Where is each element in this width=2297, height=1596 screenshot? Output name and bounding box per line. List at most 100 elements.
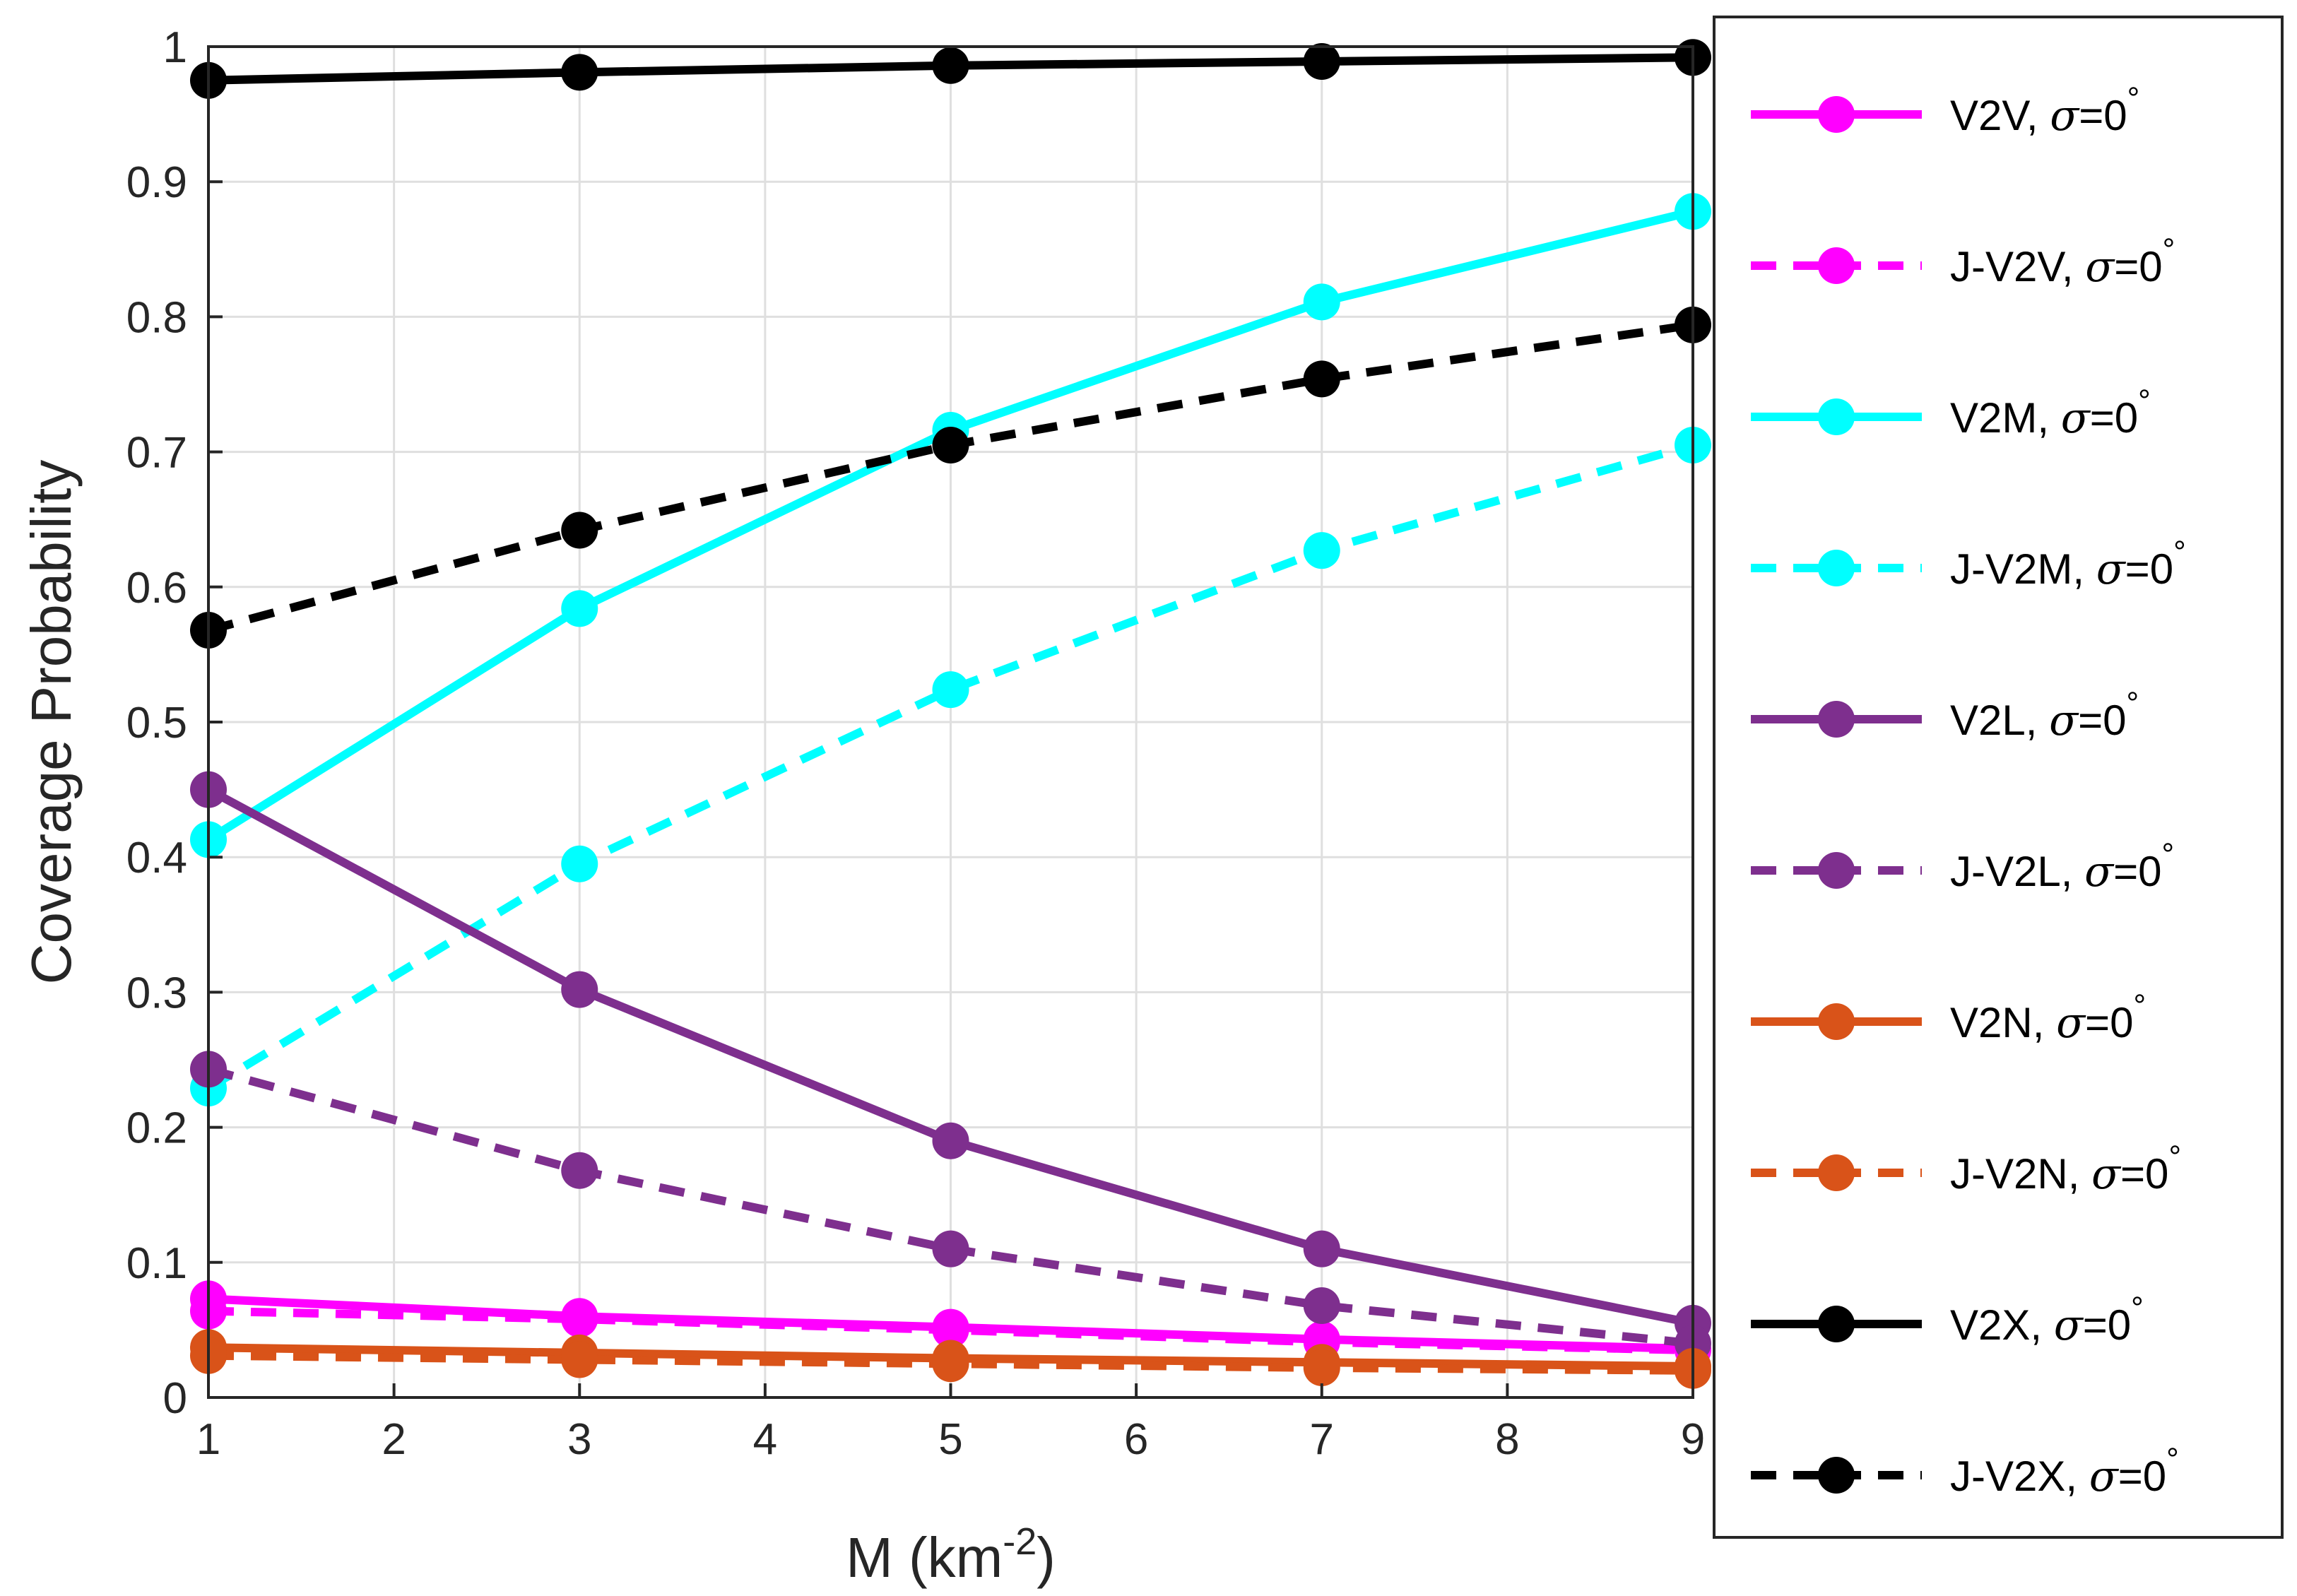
legend-entry: V2N, σ=0° [1751, 988, 2146, 1048]
legend-entry: V2X, σ=0° [1751, 1291, 2144, 1350]
legend-series-name: V2X [1950, 1301, 2030, 1349]
y-tick-label: 0.7 [126, 429, 187, 478]
legend-separator: , [2026, 92, 2050, 139]
series-j-v2x [190, 306, 1711, 649]
legend-series-name: J-V2N [1950, 1150, 2068, 1198]
legend-degree: ° [2161, 837, 2174, 872]
legend-entry: V2L, σ=0° [1751, 686, 2139, 745]
x-axis-title-superscript: -2 [1003, 1520, 1037, 1563]
x-tick-label: 3 [567, 1415, 591, 1464]
legend-degree: ° [2163, 232, 2175, 267]
x-tick-label: 9 [1681, 1415, 1705, 1464]
legend-sigma: σ [2096, 545, 2127, 594]
data-point [932, 1311, 969, 1349]
legend-degree: ° [2166, 1442, 2179, 1477]
legend-series-name: J-V2L [1950, 848, 2061, 895]
legend-marker [1818, 96, 1855, 133]
x-axis-title-suffix: ) [1037, 1526, 1056, 1589]
legend-separator: , [2062, 243, 2085, 290]
legend-sigma: σ [2056, 998, 2086, 1048]
legend-separator: , [2061, 848, 2084, 895]
legend-separator: , [2068, 1150, 2091, 1198]
data-point [932, 1230, 969, 1267]
data-point [1303, 1230, 1340, 1267]
legend-sigma-value: =0 [2078, 697, 2126, 744]
legend-marker [1818, 247, 1855, 284]
legend-separator: , [2033, 999, 2056, 1046]
y-tick-label: 0.9 [126, 158, 187, 207]
legend-series-name: J-V2V [1950, 243, 2065, 290]
y-axis-title: Coverage Probability [20, 460, 83, 985]
legend-series-name: J-V2X [1950, 1453, 2065, 1500]
legend-marker [1818, 1306, 1855, 1342]
legend-entry: V2M, σ=0° [1751, 384, 2151, 443]
legend-box [1713, 16, 2284, 1539]
legend-label: J-V2X, σ=0° [1950, 1442, 2179, 1501]
x-tick-label: 8 [1495, 1415, 1519, 1464]
legend-label: J-V2V, σ=0° [1950, 232, 2175, 292]
legend-marker [1818, 550, 1855, 586]
legend-separator: , [2030, 1301, 2053, 1349]
legend-degree: ° [2168, 1140, 2181, 1174]
x-axis-title: M (km-2) [846, 1520, 1056, 1589]
legend-degree: ° [2127, 81, 2140, 116]
legend-entry: J-V2N, σ=0° [1751, 1140, 2181, 1199]
data-point [561, 971, 598, 1008]
legend-marker [1818, 701, 1855, 738]
legend-sigma: σ [2085, 242, 2115, 292]
y-tick-label: 0.5 [126, 699, 187, 747]
legend-separator: , [2026, 697, 2049, 744]
legend-series-name: V2V [1950, 92, 2030, 139]
y-tick-label: 0 [163, 1374, 187, 1423]
legend-separator: , [2037, 394, 2060, 442]
data-point [1303, 532, 1340, 569]
legend-sigma: σ [2084, 847, 2115, 897]
data-point [561, 1301, 598, 1338]
axis-ticks: 1 2 3 4 5 6 7 8 9 0 0.1 0.2 0.3 0.4 0.5 0.6 0.7 0.8 0.9 1 [126, 23, 1705, 1464]
legend-sigma: σ [2054, 1301, 2084, 1350]
data-point [1303, 1349, 1340, 1386]
legend-sigma-value: =0 [2114, 243, 2162, 290]
data-point [1303, 360, 1340, 398]
legend-entry: J-V2V, σ=0° [1751, 232, 2175, 292]
series-v2x [190, 39, 1711, 99]
series-group [190, 39, 1711, 1389]
series-line [206, 441, 1694, 1092]
legend-entry: J-V2X, σ=0° [1751, 1442, 2179, 1501]
legend-label: J-V2N, σ=0° [1950, 1140, 2181, 1199]
legend-degree: ° [2127, 686, 2139, 721]
legend-series-name: V2L [1950, 697, 2026, 744]
data-point [561, 1341, 598, 1378]
data-point [932, 427, 969, 464]
data-point [932, 1122, 969, 1159]
legend-series-name: V2M [1950, 394, 2037, 442]
data-point [561, 845, 598, 882]
x-tick-label: 1 [196, 1415, 220, 1464]
legend-sigma-value: =0 [2083, 1301, 2131, 1349]
legend-entry: V2V, σ=0° [1751, 81, 2139, 141]
legend-label: J-V2L, σ=0° [1950, 837, 2174, 897]
data-point [932, 1345, 969, 1383]
legend-degree: ° [2173, 535, 2186, 569]
y-tick-label: 1 [163, 23, 187, 72]
legend-label: V2M, σ=0° [1950, 384, 2151, 443]
x-tick-label: 4 [753, 1415, 777, 1464]
series-j-v2n [190, 1337, 1711, 1389]
data-point [932, 47, 969, 84]
legend-degree: ° [2131, 1291, 2144, 1325]
legend-separator: , [2065, 1453, 2089, 1500]
legend-label: J-V2M, σ=0° [1950, 535, 2186, 594]
legend-label: V2L, σ=0° [1950, 686, 2139, 745]
y-tick-label: 0.1 [126, 1239, 187, 1288]
x-tick-label: 7 [1310, 1415, 1334, 1464]
legend-sigma: σ [2061, 394, 2091, 443]
legend-sigma-value: =0 [2118, 1453, 2166, 1500]
x-tick-label: 5 [938, 1415, 962, 1464]
legend-sigma-value: =0 [2090, 394, 2138, 442]
y-tick-label: 0.3 [126, 969, 187, 1017]
legend-series-name: J-V2M [1950, 545, 2072, 593]
data-point [561, 512, 598, 549]
legend-sigma: σ [2049, 696, 2079, 745]
legend-degree: ° [2133, 988, 2146, 1023]
